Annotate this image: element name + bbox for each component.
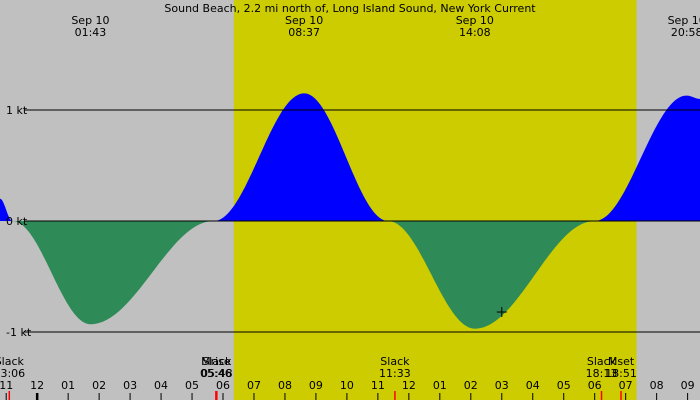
event-time-label: 08:37 bbox=[288, 26, 320, 39]
bottom-event-name: Mrise bbox=[201, 355, 231, 368]
bottom-event-time: 23:06 bbox=[0, 367, 25, 380]
bottom-event-time: 05:46 bbox=[200, 367, 232, 380]
bottom-event-name: Slack bbox=[380, 355, 410, 368]
bottom-event-name: Slack bbox=[0, 355, 25, 368]
bottom-event-name: Slack bbox=[587, 355, 617, 368]
bottom-event-time: 18:51 bbox=[605, 367, 637, 380]
y-tick-label: 1 kt bbox=[6, 104, 28, 117]
hour-tick-label: 08 bbox=[650, 379, 664, 392]
hour-tick-label: 03 bbox=[495, 379, 509, 392]
flood-current-area bbox=[0, 93, 700, 221]
y-tick-label: 0 kt bbox=[6, 215, 28, 228]
bottom-event-time: 11:33 bbox=[379, 367, 411, 380]
hour-tick-label: 06 bbox=[216, 379, 230, 392]
hour-tick-label: 06 bbox=[588, 379, 602, 392]
event-time-label: 14:08 bbox=[459, 26, 491, 39]
hour-tick-label: 01 bbox=[61, 379, 75, 392]
event-date-label: Sep 10 bbox=[285, 14, 323, 27]
hour-tick-label: 02 bbox=[464, 379, 478, 392]
hour-tick-label: 12 bbox=[402, 379, 416, 392]
hour-tick-label: 07 bbox=[247, 379, 261, 392]
event-time-label: 01:43 bbox=[75, 26, 107, 39]
hour-tick-label: 11 bbox=[371, 379, 385, 392]
bottom-event-time: 18:13 bbox=[586, 367, 618, 380]
hour-tick-label: 04 bbox=[154, 379, 168, 392]
hour-tick-label: 12 bbox=[30, 379, 44, 392]
hour-tick-label: 01 bbox=[433, 379, 447, 392]
hour-tick-label: 02 bbox=[92, 379, 106, 392]
hour-tick-label: 05 bbox=[185, 379, 199, 392]
bottom-event-name: Slack bbox=[202, 355, 232, 368]
hour-tick-label: 05 bbox=[557, 379, 571, 392]
y-axis-gridlines: 1 kt 0 kt -1 kt bbox=[6, 104, 700, 339]
hour-axis: 11 12 01 02 03 04 05 06 07 08 09 10 11 12 01 02 03 04 05 06… bbox=[0, 379, 695, 400]
hour-tick-label: 03 bbox=[123, 379, 137, 392]
hour-tick-label: 11 bbox=[0, 379, 13, 392]
bottom-event-name: Mset bbox=[608, 355, 635, 368]
event-date-label: Sep 10 bbox=[71, 14, 109, 27]
hour-tick-label: 07 bbox=[619, 379, 633, 392]
hour-tick-label: 09 bbox=[309, 379, 323, 392]
hour-tick-label: 08 bbox=[278, 379, 292, 392]
event-date-label: Sep 10 bbox=[668, 14, 700, 27]
hour-tick-label: 04 bbox=[526, 379, 540, 392]
hour-tick-label: 10 bbox=[340, 379, 354, 392]
y-tick-label: -1 kt bbox=[6, 326, 32, 339]
cursor-marker bbox=[496, 307, 507, 318]
event-date-label: Sep 10 bbox=[456, 14, 494, 27]
hour-tick-label: 09 bbox=[681, 379, 695, 392]
event-time-label: 20:58 bbox=[671, 26, 700, 39]
bottom-event-time: 05:48 bbox=[201, 367, 233, 380]
ebb-current-area bbox=[0, 221, 700, 329]
chart-title: Sound Beach, 2.2 mi north of, Long Islan… bbox=[164, 2, 536, 15]
slack-and-moon-labels: Slack23:06Mrise05:46Slack05:48Slack11:33… bbox=[0, 355, 637, 400]
